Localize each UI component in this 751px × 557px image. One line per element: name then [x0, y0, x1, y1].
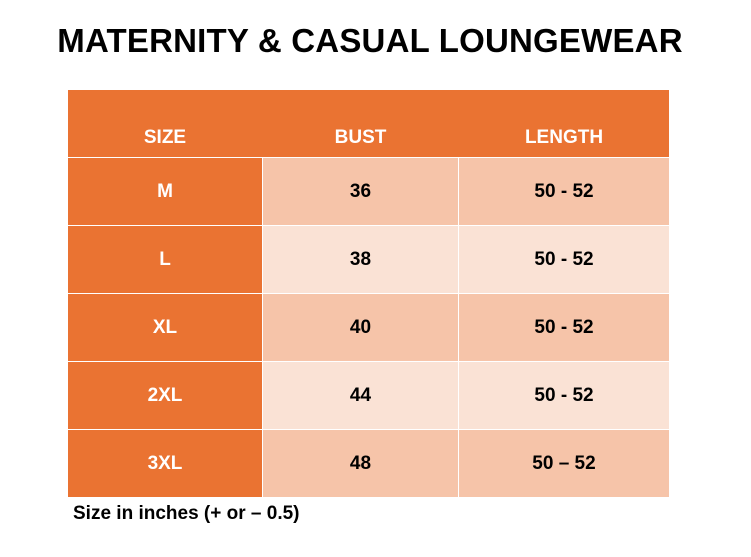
table-row: M 36 50 - 52: [68, 158, 669, 225]
size-cell: XL: [68, 294, 262, 361]
size-cell: L: [68, 226, 262, 293]
length-cell: 50 - 52: [459, 294, 669, 361]
table-row: L 38 50 - 52: [68, 226, 669, 293]
table-row: 2XL 44 50 - 52: [68, 362, 669, 429]
bust-cell: 48: [263, 430, 458, 497]
bust-cell: 38: [263, 226, 458, 293]
bust-cell: 44: [263, 362, 458, 429]
bust-cell: 36: [263, 158, 458, 225]
size-cell: 2XL: [68, 362, 262, 429]
length-cell: 50 - 52: [459, 158, 669, 225]
header-size: SIZE: [143, 127, 187, 148]
bust-cell: 40: [263, 294, 458, 361]
size-chart-table: SIZE BUST LENGTH M 36 50 - 52 L 38 50 - …: [68, 90, 669, 497]
length-cell: 50 - 52: [459, 362, 669, 429]
table-row: XL 40 50 - 52: [68, 294, 669, 361]
table-row: 3XL 48 50 – 52: [68, 430, 669, 497]
size-cell: M: [68, 158, 262, 225]
size-note: Size in inches (+ or – 0.5): [73, 503, 300, 524]
table-header: SIZE BUST LENGTH: [68, 90, 669, 157]
page-title: MATERNITY & CASUAL LOUNGEWEAR: [57, 22, 683, 59]
size-cell: 3XL: [68, 430, 262, 497]
header-bust: BUST: [334, 127, 387, 148]
length-cell: 50 – 52: [459, 430, 669, 497]
header-length: LENGTH: [524, 127, 604, 148]
length-cell: 50 - 52: [459, 226, 669, 293]
